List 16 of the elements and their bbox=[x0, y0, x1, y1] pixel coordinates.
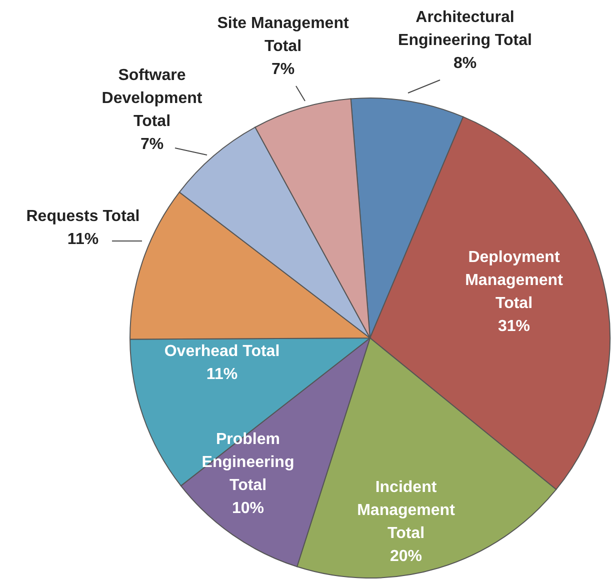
slice-label: Software Development Total bbox=[102, 67, 203, 130]
data-label: 31% bbox=[498, 318, 530, 335]
slice-label: Incident Management Total bbox=[357, 479, 456, 542]
data-label: 10% bbox=[232, 500, 264, 517]
data-label: 7% bbox=[271, 61, 295, 78]
data-label: 11% bbox=[67, 231, 99, 248]
data-label: 7% bbox=[140, 136, 164, 153]
slice-label: Overhead Total bbox=[164, 343, 280, 360]
slice-label: Deployment Management Total bbox=[465, 249, 564, 312]
slice-label: Architectural Engineering Total bbox=[398, 9, 532, 49]
slice-label: Problem Engineering Total bbox=[202, 431, 294, 494]
data-label: 20% bbox=[390, 548, 422, 565]
data-label: 11% bbox=[206, 366, 238, 383]
data-label: 8% bbox=[453, 55, 477, 72]
slice-label: Requests Total bbox=[26, 208, 140, 225]
slice-label: Site Management Total bbox=[217, 15, 350, 55]
